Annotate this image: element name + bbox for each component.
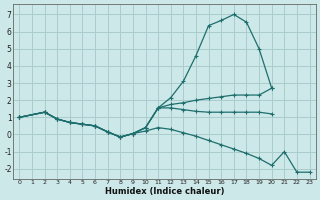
X-axis label: Humidex (Indice chaleur): Humidex (Indice chaleur) xyxy=(105,187,224,196)
